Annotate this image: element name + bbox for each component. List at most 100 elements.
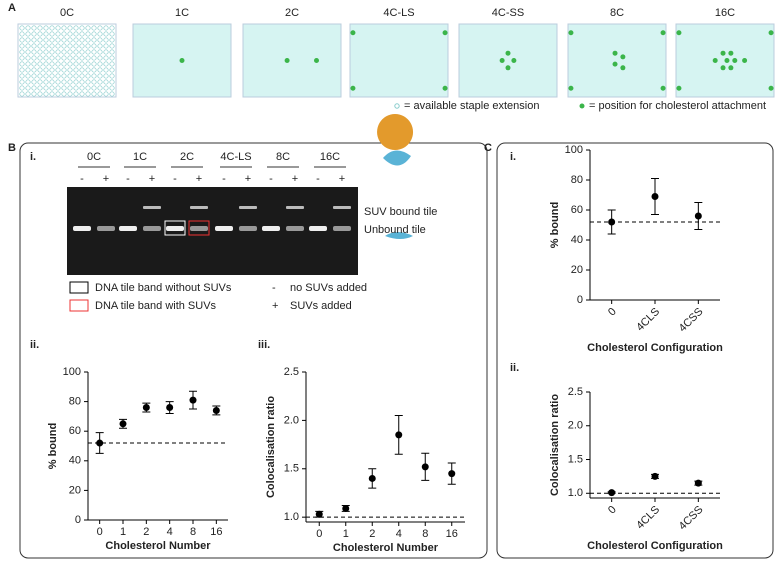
gel-label: SUV bound tile — [364, 206, 437, 218]
staple — [97, 49, 103, 55]
point — [608, 218, 616, 226]
staple — [85, 43, 91, 49]
tile-label: 4C-SS — [492, 7, 524, 19]
staple — [79, 37, 85, 43]
x-axis-label: Cholesterol Configuration — [587, 342, 723, 354]
staple — [25, 25, 31, 31]
staple — [31, 37, 37, 43]
staple — [37, 49, 43, 55]
cholesterol — [720, 50, 726, 56]
panel-letter: B — [8, 142, 16, 154]
point — [212, 406, 220, 414]
staple — [73, 61, 79, 67]
panel-letter: C — [484, 142, 492, 154]
staple — [85, 67, 91, 73]
x-tick-label: 16 — [210, 526, 222, 538]
y-axis-label: Colocalisation ratio — [265, 396, 277, 498]
staple — [109, 55, 115, 61]
lane-sign: + — [245, 173, 251, 185]
x-axis-label: Cholesterol Number — [105, 540, 211, 552]
cholesterol — [442, 85, 448, 91]
sub-label: i. — [30, 151, 36, 163]
key-text: no SUVs added — [290, 282, 367, 294]
staple — [55, 37, 61, 43]
y-tick-label: 80 — [69, 396, 81, 408]
legend-swatch — [394, 103, 400, 109]
staple — [25, 73, 31, 79]
gel-band — [97, 226, 115, 231]
staple — [43, 61, 49, 67]
staple — [79, 67, 85, 73]
staple — [55, 25, 61, 31]
staple — [109, 73, 115, 79]
staple — [37, 31, 43, 37]
staple — [49, 91, 55, 97]
gel-band — [166, 226, 184, 231]
legend-swatch — [579, 103, 585, 109]
staple — [109, 49, 115, 55]
staple — [31, 49, 37, 55]
staple — [61, 31, 67, 37]
staple — [85, 31, 91, 37]
gel-image — [67, 187, 358, 275]
cholesterol — [505, 50, 511, 56]
staple — [61, 85, 67, 91]
staple — [103, 37, 109, 43]
point — [395, 431, 403, 439]
cholesterol — [728, 50, 734, 56]
staple — [55, 31, 61, 37]
key-text: SUVs added — [290, 300, 352, 312]
staple — [31, 25, 37, 31]
lane-label: 1C — [133, 151, 147, 163]
staple — [73, 55, 79, 61]
staple — [55, 73, 61, 79]
staple — [91, 61, 97, 67]
cholesterol — [620, 54, 626, 60]
y-tick-label: 40 — [69, 455, 81, 467]
staple — [91, 67, 97, 73]
lane-sign: - — [222, 173, 226, 185]
x-tick-label: 4 — [167, 526, 173, 538]
cholesterol — [442, 30, 448, 36]
tile-label: 1C — [175, 7, 189, 19]
staple — [55, 61, 61, 67]
point — [694, 212, 702, 220]
point — [166, 404, 174, 412]
cholesterol — [568, 30, 574, 36]
y-tick-label: 1.5 — [284, 463, 299, 475]
y-tick-label: 60 — [69, 425, 81, 437]
gel-band — [73, 226, 91, 231]
lane-sign: - — [269, 173, 273, 185]
panel-letter: A — [8, 2, 16, 14]
cholesterol — [712, 58, 718, 63]
gel-band — [333, 206, 351, 209]
staple — [61, 73, 67, 79]
x-tick-label: 2 — [143, 526, 149, 538]
staple — [85, 25, 91, 31]
cholesterol — [350, 85, 356, 91]
box-black — [164, 220, 186, 236]
tile — [458, 23, 558, 98]
staple — [19, 61, 25, 67]
tile — [349, 23, 449, 98]
staple — [25, 43, 31, 49]
staple — [91, 37, 97, 43]
tile-label: 2C — [285, 7, 299, 19]
staple — [103, 91, 109, 97]
y-tick-label: 100 — [63, 366, 81, 378]
staple — [61, 67, 67, 73]
staple — [97, 67, 103, 73]
cholesterol — [768, 85, 774, 91]
box-red — [188, 220, 210, 236]
cholesterol — [499, 58, 505, 63]
staple — [103, 61, 109, 67]
staple — [55, 55, 61, 61]
tile-icon — [383, 150, 411, 166]
staple — [79, 49, 85, 55]
staple — [67, 55, 73, 61]
staple — [97, 37, 103, 43]
staple — [31, 73, 37, 79]
staple — [103, 55, 109, 61]
staple — [103, 43, 109, 49]
staple — [31, 91, 37, 97]
